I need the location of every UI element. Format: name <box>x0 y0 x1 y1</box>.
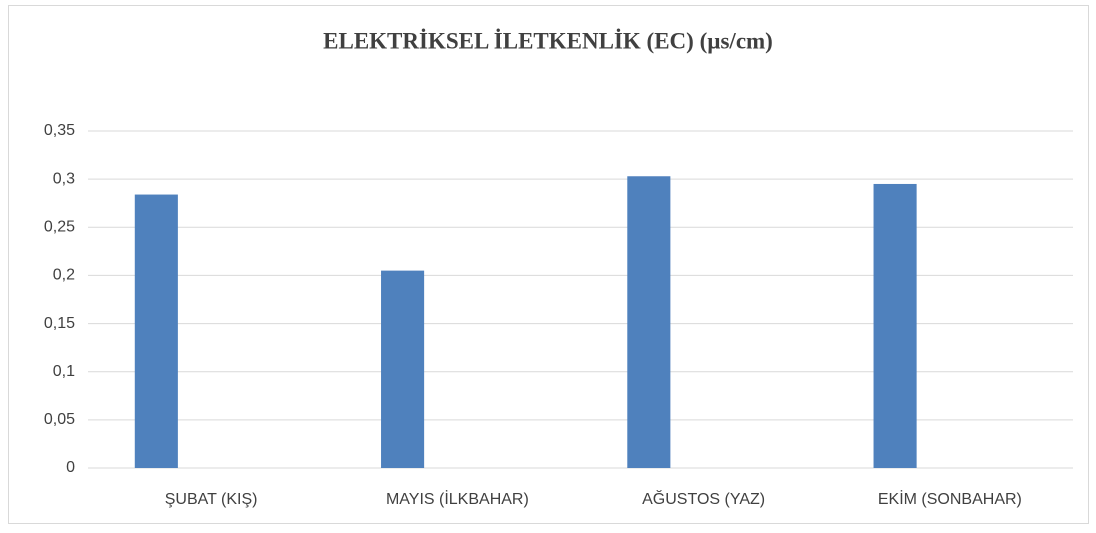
x-tick-label: AĞUSTOS (YAZ) <box>642 489 765 508</box>
x-tick-label: EKİM (SONBAHAR) <box>878 489 1022 508</box>
bar <box>873 183 917 468</box>
x-tick-label: ŞUBAT (KIŞ) <box>165 491 258 508</box>
y-tick-label: 0,2 <box>53 267 75 284</box>
y-tick-label: 0,05 <box>44 411 75 428</box>
bar <box>627 176 671 469</box>
y-tick-label: 0,1 <box>53 363 75 380</box>
y-tick-label: 0 <box>66 459 75 476</box>
bar <box>381 270 425 468</box>
bar <box>134 194 178 468</box>
y-tick-label: 0,3 <box>53 170 75 187</box>
y-tick-label: 0,25 <box>44 219 75 236</box>
chart-title: ELEKTRİKSEL İLETKENLİK (EC) (µs/cm) <box>323 28 773 53</box>
y-tick-label: 0,15 <box>44 315 75 332</box>
x-tick-label: MAYIS (İLKBAHAR) <box>386 489 529 508</box>
y-tick-label: 0,35 <box>44 122 75 139</box>
